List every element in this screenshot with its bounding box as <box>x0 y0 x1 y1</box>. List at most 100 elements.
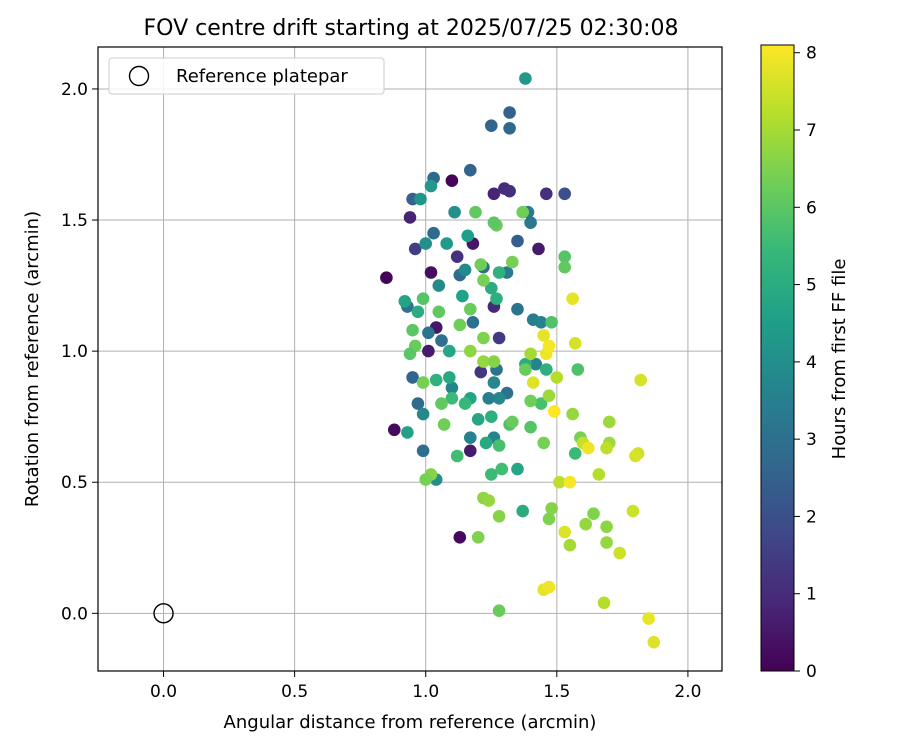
colorbar-tick-label: 5 <box>806 276 817 296</box>
colorbar-ticks: 0 1 2 3 4 5 6 7 8 <box>794 44 817 682</box>
data-point <box>458 397 472 410</box>
x-tick-label: 1.0 <box>412 682 439 702</box>
data-point <box>634 373 647 387</box>
data-point <box>485 281 498 295</box>
data-point <box>540 363 553 376</box>
data-point <box>587 507 600 520</box>
data-point <box>482 392 496 405</box>
data-point <box>503 106 516 119</box>
data-point <box>435 334 448 347</box>
data-point <box>380 271 393 285</box>
data-point <box>464 344 477 358</box>
data-point <box>487 355 501 368</box>
data-point <box>534 316 548 329</box>
data-point <box>503 122 516 135</box>
data-point <box>492 266 506 279</box>
data-point <box>503 184 516 198</box>
reference-marker <box>153 603 174 624</box>
data-point <box>613 546 626 560</box>
data-point <box>464 444 477 458</box>
x-tick-label: 1.5 <box>543 682 570 702</box>
colorbar: 0 1 2 3 4 5 6 7 8 Hours from first FF file <box>760 44 850 682</box>
data-point <box>516 205 529 219</box>
data-point <box>482 494 496 507</box>
data-point <box>492 392 506 405</box>
chart-title: FOV centre drift starting at 2025/07/25 … <box>144 16 679 41</box>
data-point <box>545 316 558 329</box>
colorbar-tick-label: 0 <box>806 662 817 682</box>
data-point <box>422 344 435 358</box>
legend: Reference platepar <box>108 57 385 95</box>
data-point <box>477 274 490 287</box>
data-point <box>492 439 506 452</box>
data-point <box>445 174 459 187</box>
data-point <box>485 468 498 481</box>
data-point <box>419 473 433 486</box>
data-point <box>519 363 532 376</box>
y-tick-label: 1.5 <box>61 211 88 231</box>
data-point <box>506 415 519 429</box>
data-point <box>582 441 595 455</box>
data-point <box>471 531 485 544</box>
data-point <box>408 242 422 256</box>
data-point <box>485 119 498 132</box>
y-axis-label: Rotation from reference (arcmin) <box>22 211 43 507</box>
data-point <box>471 413 485 426</box>
data-point <box>416 292 430 306</box>
data-point <box>537 436 550 450</box>
legend-label: Reference platepar <box>176 66 348 87</box>
data-point <box>406 323 419 337</box>
data-point <box>464 163 477 177</box>
data-point <box>411 305 425 319</box>
data-point <box>600 536 613 549</box>
y-tick-label: 1.0 <box>61 342 88 362</box>
data-point <box>524 347 537 361</box>
data-point <box>524 216 537 229</box>
data-point <box>511 234 524 248</box>
data-point <box>592 468 606 481</box>
colorbar-tick-label: 4 <box>806 353 817 373</box>
data-point <box>448 205 461 219</box>
data-point <box>492 510 506 523</box>
data-point <box>542 339 556 353</box>
data-point <box>445 392 459 405</box>
data-point <box>542 389 556 403</box>
data-point <box>553 475 566 489</box>
data-point <box>450 449 464 463</box>
data-point <box>626 504 640 518</box>
data-point <box>419 237 433 250</box>
data-point <box>532 242 545 256</box>
data-point <box>427 226 440 240</box>
data-point <box>411 397 425 410</box>
data-point <box>600 520 613 534</box>
data-point <box>524 394 537 408</box>
data-point <box>437 418 451 431</box>
data-point <box>566 292 579 306</box>
data-point <box>537 329 550 342</box>
data-point <box>453 531 467 544</box>
data-point <box>524 420 537 434</box>
colorbar-tick-label: 7 <box>806 121 817 141</box>
data-point <box>519 72 532 85</box>
data-point <box>545 502 558 515</box>
data-point <box>440 237 454 250</box>
colorbar-tick-label: 1 <box>806 585 817 605</box>
data-point <box>388 423 401 437</box>
data-point <box>424 266 438 279</box>
data-point <box>450 250 464 263</box>
data-point <box>550 371 564 384</box>
data-point <box>600 441 613 455</box>
legend-marker <box>128 65 150 87</box>
data-point <box>414 192 427 206</box>
data-point <box>485 410 498 424</box>
data-point <box>542 580 556 594</box>
data-point <box>474 258 488 271</box>
data-point <box>563 475 577 489</box>
data-point <box>642 612 655 625</box>
data-point <box>416 376 430 389</box>
data-point <box>495 462 509 476</box>
data-point <box>516 504 529 518</box>
colorbar-tick-label: 3 <box>806 430 817 450</box>
x-axis-ticks: 0.0 0.5 1.0 1.5 2.0 <box>150 671 701 702</box>
data-point <box>406 371 419 384</box>
